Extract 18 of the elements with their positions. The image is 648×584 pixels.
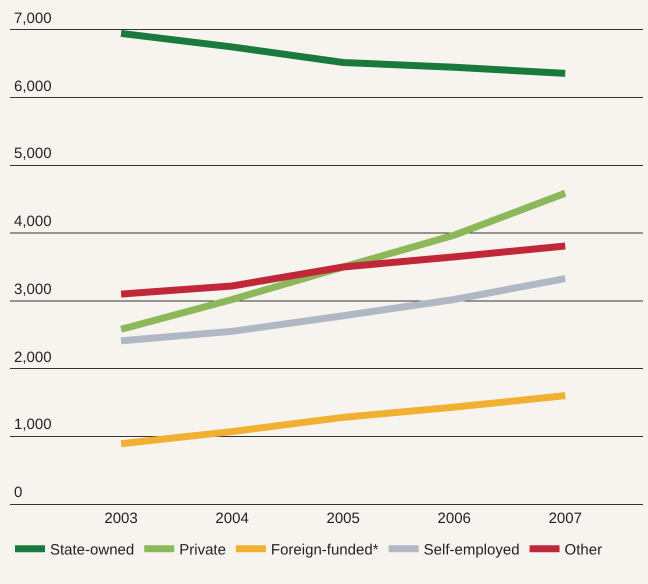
legend-label: Foreign-funded* [270, 542, 379, 559]
y-tick-label: 0 [14, 484, 22, 501]
y-tick-label: 3,000 [14, 281, 52, 298]
y-tick-label: 1,000 [14, 416, 52, 433]
x-tick-label: 2005 [326, 510, 360, 527]
legend-label: State-owned [50, 542, 134, 559]
legend-label: Other [564, 542, 602, 559]
x-tick-label: 2004 [215, 510, 249, 527]
y-tick-label: 7,000 [14, 10, 52, 27]
y-tick-label: 5,000 [14, 145, 52, 162]
legend-label: Private [179, 542, 226, 559]
y-tick-label: 2,000 [14, 349, 52, 366]
x-tick-label: 2003 [104, 510, 138, 527]
y-tick-label: 4,000 [14, 213, 52, 230]
legend-label: Self-employed [424, 542, 520, 559]
y-tick-label: 6,000 [14, 78, 52, 95]
x-tick-label: 2006 [438, 510, 471, 527]
x-tick-label: 2007 [548, 510, 582, 527]
